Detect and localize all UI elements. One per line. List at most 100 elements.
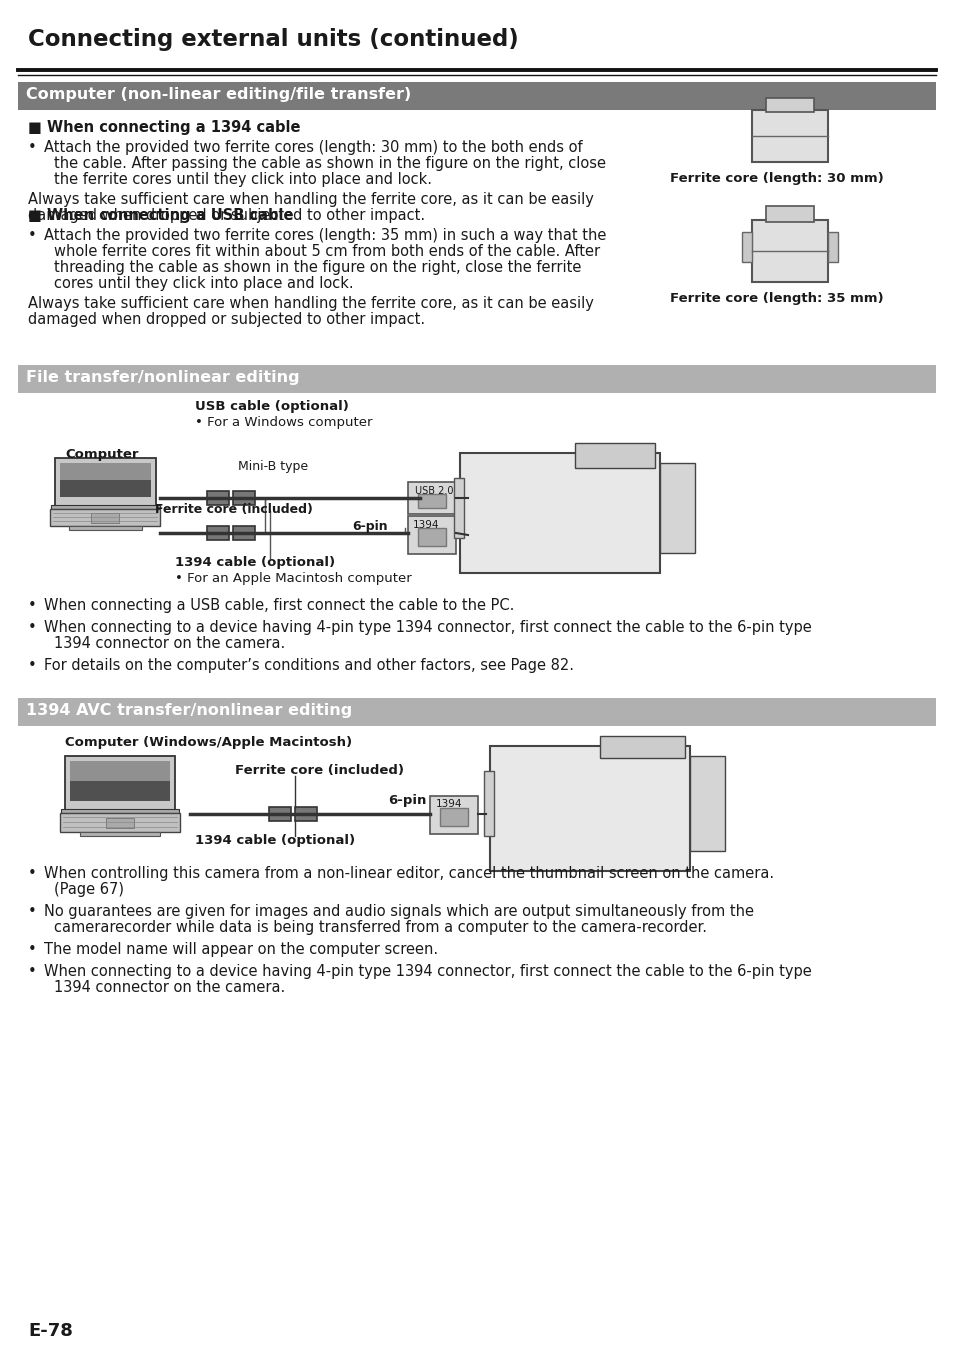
- Text: USB cable (optional): USB cable (optional): [194, 399, 349, 413]
- Bar: [18, 83, 935, 110]
- Bar: [459, 454, 659, 573]
- Bar: [765, 206, 813, 222]
- Text: When connecting to a device having 4-pin type 1394 connector, first connect the : When connecting to a device having 4-pin…: [44, 620, 811, 635]
- Text: •: •: [28, 964, 37, 979]
- Text: File transfer/nonlinear editing: File transfer/nonlinear editing: [26, 370, 299, 385]
- Bar: [80, 831, 160, 835]
- Bar: [207, 492, 229, 505]
- Text: the cable. After passing the cable as shown in the figure on the right, close: the cable. After passing the cable as sh…: [54, 156, 605, 171]
- Text: USB 2.0: USB 2.0: [415, 486, 453, 496]
- Bar: [106, 818, 133, 829]
- Bar: [430, 796, 477, 834]
- Text: Computer: Computer: [65, 448, 138, 460]
- Text: damaged when dropped or subjected to other impact.: damaged when dropped or subjected to oth…: [28, 311, 425, 328]
- Ellipse shape: [781, 118, 799, 129]
- Circle shape: [794, 141, 808, 154]
- Bar: [55, 458, 156, 506]
- Bar: [483, 770, 494, 835]
- Bar: [751, 219, 827, 282]
- Text: 1394: 1394: [413, 520, 439, 529]
- Text: • For an Apple Macintosh computer: • For an Apple Macintosh computer: [174, 571, 412, 585]
- Text: When controlling this camera from a non-linear editor, cancel the thumbnail scre: When controlling this camera from a non-…: [44, 867, 773, 881]
- Text: • For a Windows computer: • For a Windows computer: [194, 416, 372, 429]
- Text: Ferrite core (length: 30 mm): Ferrite core (length: 30 mm): [669, 172, 882, 185]
- Bar: [233, 492, 254, 505]
- Bar: [417, 494, 446, 508]
- Ellipse shape: [781, 144, 799, 154]
- Bar: [233, 525, 254, 540]
- Circle shape: [501, 485, 558, 542]
- Text: Connecting external units (continued): Connecting external units (continued): [28, 28, 518, 51]
- Bar: [18, 366, 935, 393]
- Text: The model name will appear on the computer screen.: The model name will appear on the comput…: [44, 942, 437, 957]
- Text: •: •: [28, 658, 37, 673]
- Text: threading the cable as shown in the figure on the right, close the ferrite: threading the cable as shown in the figu…: [54, 260, 580, 275]
- Text: 6-pin: 6-pin: [388, 793, 426, 807]
- Bar: [61, 808, 179, 812]
- Text: •: •: [28, 867, 37, 881]
- Bar: [51, 505, 160, 509]
- Text: 1394 AVC transfer/nonlinear editing: 1394 AVC transfer/nonlinear editing: [26, 703, 352, 718]
- Text: Attach the provided two ferrite cores (length: 30 mm) to the both ends of: Attach the provided two ferrite cores (l…: [44, 139, 582, 154]
- Text: Computer (Windows/Apple Macintosh): Computer (Windows/Apple Macintosh): [65, 737, 352, 749]
- Bar: [417, 528, 446, 546]
- Text: Ferrite core (length: 35 mm): Ferrite core (length: 35 mm): [669, 292, 882, 305]
- Bar: [70, 761, 170, 802]
- Ellipse shape: [781, 230, 799, 240]
- Bar: [60, 812, 180, 831]
- Text: whole ferrite cores fit within about 5 cm from both ends of the cable. After: whole ferrite cores fit within about 5 c…: [54, 244, 599, 259]
- Bar: [207, 525, 229, 540]
- Text: Always take sufficient care when handling the ferrite core, as it can be easily: Always take sufficient care when handlin…: [28, 192, 594, 207]
- Text: the ferrite cores until they click into place and lock.: the ferrite cores until they click into …: [54, 172, 432, 187]
- Text: For details on the computer’s conditions and other factors, see Page 82.: For details on the computer’s conditions…: [44, 658, 574, 673]
- Bar: [269, 807, 291, 821]
- Text: cores until they click into place and lock.: cores until they click into place and lo…: [54, 276, 354, 291]
- Text: 1394: 1394: [436, 799, 462, 808]
- Text: 1394 cable (optional): 1394 cable (optional): [174, 556, 335, 569]
- Text: 6-pin: 6-pin: [352, 520, 387, 533]
- Text: 1394 cable (optional): 1394 cable (optional): [194, 834, 355, 848]
- Text: •: •: [28, 620, 37, 635]
- Bar: [439, 808, 468, 826]
- Circle shape: [526, 780, 582, 835]
- Text: Ferrite core (included): Ferrite core (included): [154, 502, 313, 516]
- Bar: [454, 478, 463, 538]
- Text: ■ When connecting a 1394 cable: ■ When connecting a 1394 cable: [28, 121, 300, 135]
- Bar: [60, 463, 151, 497]
- Ellipse shape: [781, 263, 799, 272]
- Text: •: •: [28, 139, 37, 154]
- Text: Mini-B type: Mini-B type: [237, 460, 308, 473]
- Bar: [741, 232, 751, 263]
- Circle shape: [513, 766, 597, 850]
- Text: 1394 connector on the camera.: 1394 connector on the camera.: [54, 636, 285, 651]
- Text: When connecting a USB cable, first connect the cable to the PC.: When connecting a USB cable, first conne…: [44, 598, 514, 613]
- Bar: [408, 516, 456, 554]
- Text: •: •: [28, 904, 37, 919]
- Text: •: •: [28, 598, 37, 613]
- Text: Always take sufficient care when handling the ferrite core, as it can be easily: Always take sufficient care when handlin…: [28, 297, 594, 311]
- Bar: [18, 699, 935, 726]
- Bar: [751, 110, 827, 162]
- Text: •: •: [28, 942, 37, 957]
- Bar: [294, 807, 316, 821]
- Bar: [60, 463, 151, 481]
- Text: 1394 connector on the camera.: 1394 connector on the camera.: [54, 980, 285, 995]
- Bar: [659, 463, 695, 552]
- Bar: [490, 746, 689, 871]
- Text: camerarecorder while data is being transferred from a computer to the camera-rec: camerarecorder while data is being trans…: [54, 919, 706, 936]
- Bar: [599, 737, 684, 758]
- Bar: [91, 513, 119, 523]
- Text: damaged when dropped or subjected to other impact.: damaged when dropped or subjected to oth…: [28, 209, 425, 223]
- Text: E-78: E-78: [28, 1322, 72, 1340]
- Bar: [50, 509, 160, 525]
- Text: When connecting to a device having 4-pin type 1394 connector, first connect the : When connecting to a device having 4-pin…: [44, 964, 811, 979]
- Text: (Page 67): (Page 67): [54, 881, 124, 896]
- Text: Ferrite core (included): Ferrite core (included): [234, 764, 403, 777]
- Text: No guarantees are given for images and audio signals which are output simultaneo: No guarantees are given for images and a…: [44, 904, 753, 919]
- Text: •: •: [28, 227, 37, 242]
- Bar: [408, 482, 456, 515]
- Bar: [689, 756, 724, 852]
- Bar: [69, 525, 142, 529]
- Bar: [765, 97, 813, 112]
- Text: Attach the provided two ferrite cores (length: 35 mm) in such a way that the: Attach the provided two ferrite cores (l…: [44, 227, 606, 242]
